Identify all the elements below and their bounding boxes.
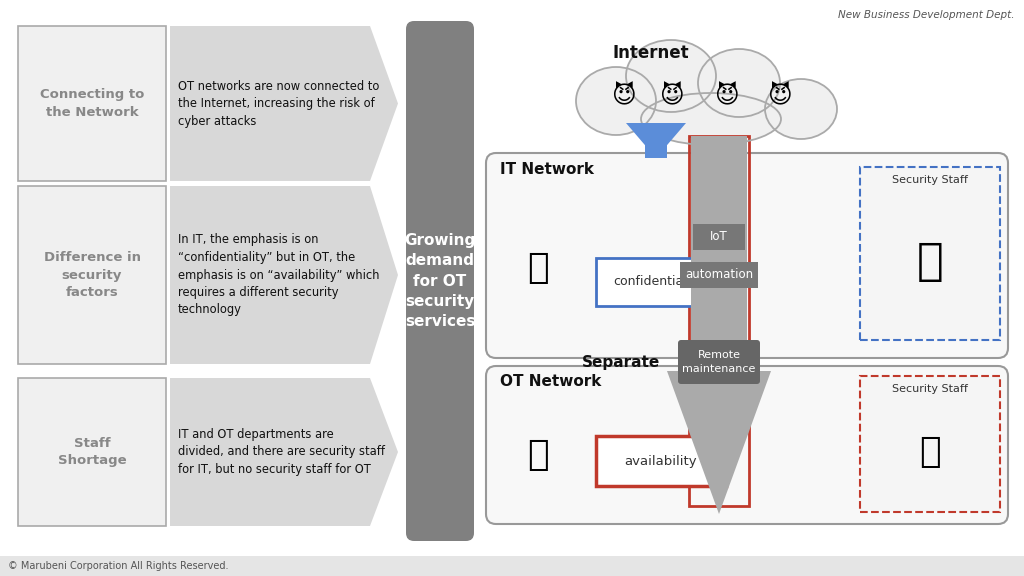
Ellipse shape (641, 93, 781, 145)
Text: 😈: 😈 (610, 84, 635, 108)
Bar (18, 378, 166, 526)
Bar (860, 376, 1000, 512)
Polygon shape (626, 123, 686, 158)
Bar (860, 167, 1000, 340)
Text: IT Network: IT Network (500, 161, 594, 176)
Text: 🏭: 🏭 (527, 438, 549, 472)
FancyBboxPatch shape (406, 21, 474, 541)
Text: IoT: IoT (710, 230, 728, 244)
Polygon shape (170, 26, 398, 181)
Bar (596, 258, 721, 306)
Text: IT and OT departments are
divided, and there are security staff
for IT, but no s: IT and OT departments are divided, and t… (178, 428, 385, 476)
Bar (596, 436, 726, 486)
Text: Difference in
security
factors: Difference in security factors (43, 251, 140, 299)
Bar (0, 556, 1024, 576)
Text: Security Staff: Security Staff (892, 384, 968, 394)
Text: availability: availability (625, 454, 697, 468)
FancyBboxPatch shape (486, 366, 1008, 524)
Bar (680, 262, 758, 288)
Text: New Business Development Dept.: New Business Development Dept. (839, 10, 1015, 20)
Text: 😈: 😈 (714, 84, 738, 108)
Ellipse shape (698, 49, 780, 117)
Bar (18, 186, 166, 364)
Text: Staff
Shortage: Staff Shortage (57, 437, 126, 467)
Bar (18, 26, 166, 181)
Text: 😈: 😈 (658, 84, 683, 108)
Text: 🖥: 🖥 (527, 251, 549, 285)
Bar (689, 136, 749, 506)
Text: confidentiality: confidentiality (613, 275, 703, 289)
Ellipse shape (765, 79, 837, 139)
Polygon shape (170, 186, 398, 364)
Bar (693, 224, 745, 250)
Text: Growing
demand
for OT
security
services: Growing demand for OT security services (404, 233, 475, 329)
Text: 👥: 👥 (916, 240, 943, 283)
Polygon shape (170, 378, 398, 526)
Ellipse shape (626, 40, 716, 112)
Bar (645, 141, 667, 158)
Text: Connecting to
the Network: Connecting to the Network (40, 88, 144, 119)
Bar (691, 136, 746, 371)
Ellipse shape (575, 67, 656, 135)
FancyBboxPatch shape (486, 153, 1008, 358)
Text: In IT, the emphasis is on
“confidentiality” but in OT, the
emphasis is on “avail: In IT, the emphasis is on “confidentiali… (178, 233, 380, 316)
Text: 🚶: 🚶 (920, 435, 941, 469)
Text: automation: automation (685, 268, 753, 282)
Text: © Marubeni Corporation All Rights Reserved.: © Marubeni Corporation All Rights Reserv… (8, 561, 228, 571)
FancyBboxPatch shape (678, 340, 760, 384)
Text: Remote
maintenance: Remote maintenance (682, 350, 756, 374)
Text: OT Network: OT Network (500, 374, 601, 389)
Text: Security Staff: Security Staff (892, 175, 968, 185)
Text: Internet: Internet (612, 44, 689, 62)
Text: OT networks are now connected to
the Internet, increasing the risk of
cyber atta: OT networks are now connected to the Int… (178, 79, 379, 127)
Text: Separate: Separate (582, 354, 660, 369)
Polygon shape (667, 371, 771, 514)
Text: 😈: 😈 (767, 84, 792, 108)
